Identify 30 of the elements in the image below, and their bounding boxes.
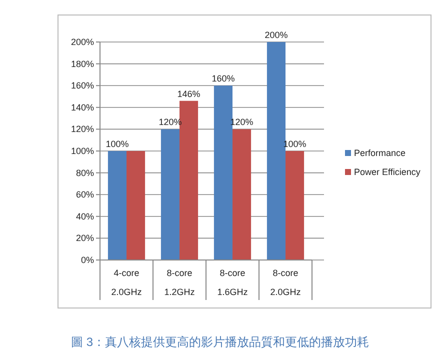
- data-label: 146%: [177, 88, 200, 99]
- bar: [266, 42, 286, 260]
- y-tick-label: 40%: [76, 211, 94, 222]
- bar: [180, 100, 198, 260]
- bar: [126, 151, 146, 260]
- data-label: 200%: [264, 30, 288, 40]
- x-tick-label: 8-core 1.6GHz: [217, 268, 248, 297]
- bar: [160, 129, 180, 260]
- x-tick-label: 4-core 2.0GHz: [111, 268, 142, 297]
- x-tick-label: 8-core 2.0GHz: [270, 268, 302, 297]
- x-tick-label: 8-core 1.2GHz: [164, 268, 196, 297]
- caption: 圖 3：真八核提供更高的影片播放品質和更低的播放功耗: [70, 335, 370, 349]
- y-tick-label: 60%: [76, 190, 94, 200]
- legend-label: Power Efficiency: [354, 167, 421, 177]
- data-label: 160%: [212, 74, 235, 84]
- y-tick-label: 100%: [70, 146, 94, 156]
- y-tick-label: 200%: [70, 37, 94, 47]
- data-label: 100%: [106, 139, 129, 149]
- y-tick-label: 0%: [80, 255, 94, 265]
- y-tick-label: 120%: [70, 124, 94, 134]
- legend-label: Performance: [354, 148, 406, 158]
- y-tick-label: 80%: [76, 168, 94, 178]
- bar: [286, 151, 304, 260]
- y-tick-label: 140%: [70, 102, 94, 112]
- bar: [108, 151, 126, 260]
- y-tick-label: 160%: [70, 80, 94, 91]
- y-tick-label: 20%: [76, 233, 94, 244]
- y-tick-label: 180%: [70, 58, 94, 69]
- bar: [214, 86, 232, 260]
- bar: [232, 129, 252, 260]
